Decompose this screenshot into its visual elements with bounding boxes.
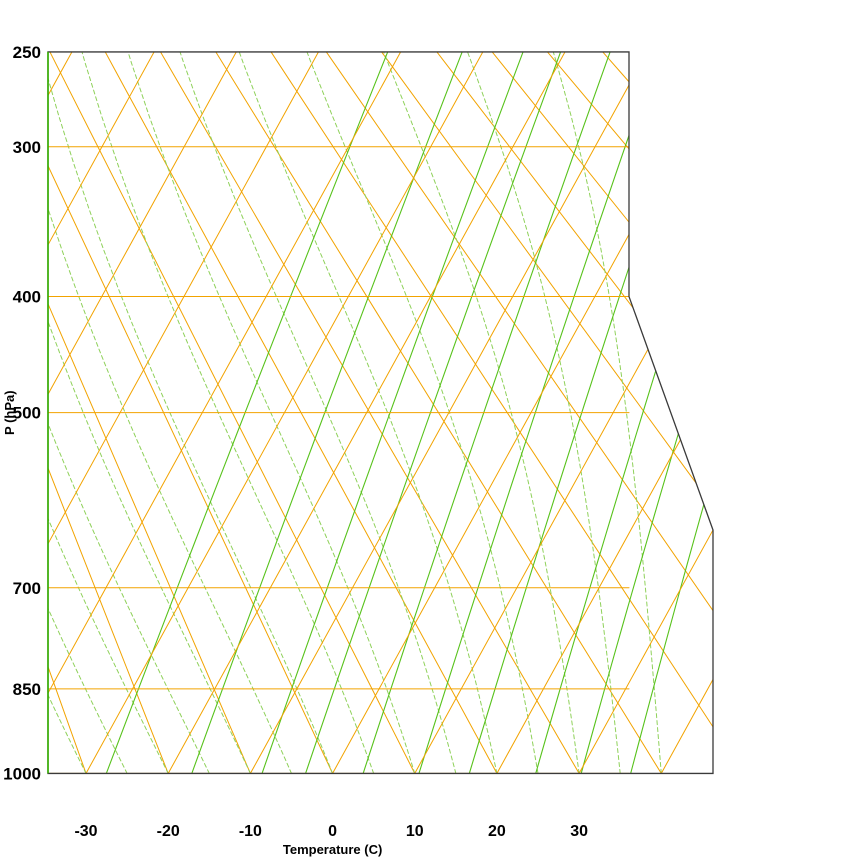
svg-text:10: 10 [406, 823, 424, 840]
svg-text:700: 700 [13, 579, 41, 598]
svg-text:850: 850 [13, 680, 41, 699]
svg-text:0: 0 [328, 823, 337, 840]
svg-text:-30: -30 [74, 823, 97, 840]
svg-text:-10: -10 [239, 823, 262, 840]
svg-text:1000: 1000 [3, 764, 41, 783]
svg-text:-20: -20 [157, 823, 180, 840]
svg-text:P (hPa): P (hPa) [2, 390, 17, 435]
svg-text:30: 30 [570, 823, 588, 840]
svg-text:Temperature (C): Temperature (C) [283, 842, 382, 857]
svg-text:400: 400 [13, 288, 41, 307]
svg-text:300: 300 [13, 138, 41, 157]
svg-text:20: 20 [488, 823, 506, 840]
svg-text:250: 250 [13, 43, 41, 62]
